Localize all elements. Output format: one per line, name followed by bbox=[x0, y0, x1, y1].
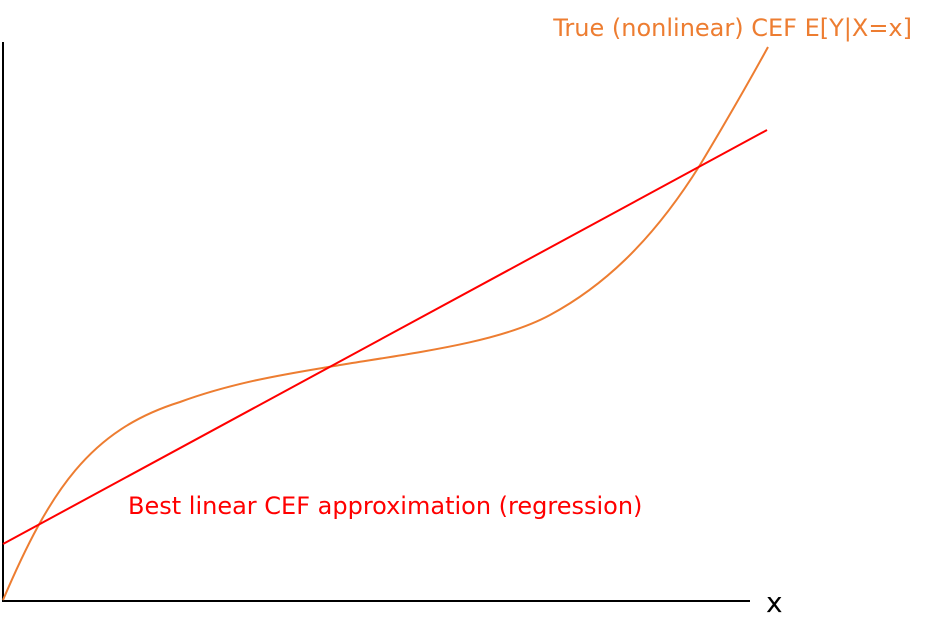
true-cef-label: True (nonlinear) CEF E[Y|X=x] bbox=[552, 14, 912, 42]
true-cef-curve bbox=[2, 46, 769, 601]
x-axis-label: x bbox=[766, 586, 783, 619]
regression-line bbox=[2, 129, 768, 545]
regression-label: Best linear CEF approximation (regressio… bbox=[128, 492, 642, 520]
